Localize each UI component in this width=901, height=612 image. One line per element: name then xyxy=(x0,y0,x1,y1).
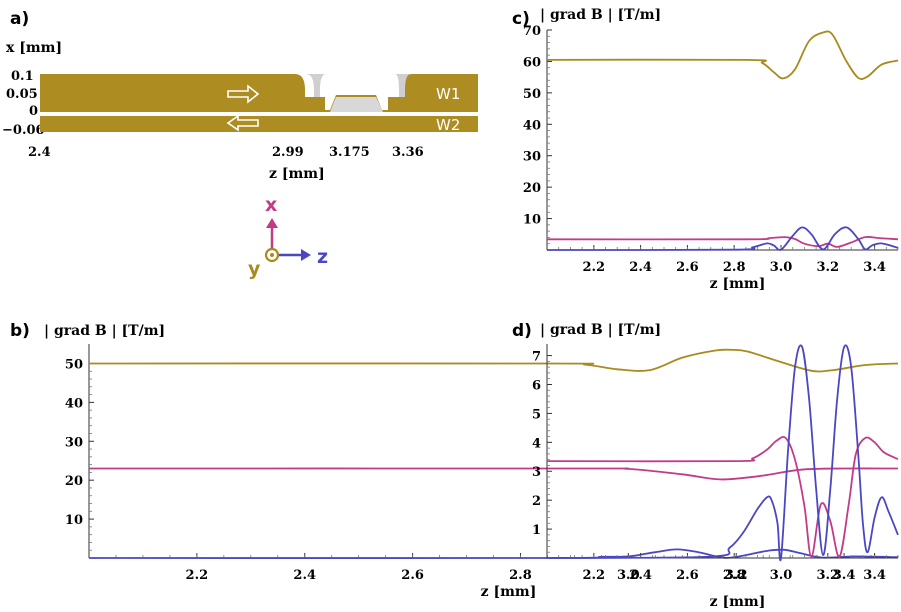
x-axis-label: z [mm] xyxy=(710,594,766,610)
panel-c-letter: c) xyxy=(512,9,530,29)
y-axis-label: y xyxy=(248,258,261,280)
series-line-0 xyxy=(546,435,899,558)
y-tick-label: 50 xyxy=(523,87,541,102)
series-line-1 xyxy=(546,236,899,248)
x-tick-label: 3.2 xyxy=(725,568,748,583)
x-tick-label: 3.2 xyxy=(816,568,839,583)
wire-gap xyxy=(40,113,478,116)
x-tick-label: 3.4 xyxy=(833,568,856,583)
y-tick-label: 70 xyxy=(523,24,541,39)
y-tick-label: 40 xyxy=(65,396,83,411)
x-tick-label: 2.2 xyxy=(186,568,209,583)
y-tick-label: 6 xyxy=(532,378,541,393)
x-tick-label: 2.2 xyxy=(582,568,605,583)
y-tick-label: 30 xyxy=(523,150,541,165)
schematic-xtick-2: 3.175 xyxy=(329,145,370,160)
wire-w1 xyxy=(40,74,478,112)
y-tick-label: 40 xyxy=(523,118,541,133)
schematic-xtick-1: 2.99 xyxy=(272,145,304,160)
x-tick-label: 2.8 xyxy=(723,260,746,275)
schematic-xtick-0: 2.4 xyxy=(28,145,51,160)
wire-w2 xyxy=(40,116,478,132)
x-tick-label: 3.0 xyxy=(770,568,793,583)
series-line-2 xyxy=(546,226,899,251)
y-axis-dot xyxy=(270,253,274,257)
x-tick-label: 3.4 xyxy=(863,260,886,275)
y-tick-label: 1 xyxy=(532,523,541,538)
panel-d-letter: d) xyxy=(512,321,532,341)
series-line-1 xyxy=(546,344,899,562)
y-tick-label: 4 xyxy=(532,436,541,451)
series-line-0 xyxy=(88,348,899,373)
schematic-ylabel: x [mm] xyxy=(6,40,62,56)
y-tick-label: 7 xyxy=(532,350,541,365)
z-axis-label: z xyxy=(317,246,328,268)
schematic-xlabel: z [mm] xyxy=(269,166,325,182)
y-tick-label: 5 xyxy=(532,407,541,422)
y-tick-label: 20 xyxy=(523,181,541,196)
schematic-ytick-1: 0.05 xyxy=(6,87,38,102)
x-tick-label: 2.8 xyxy=(723,568,746,583)
wire-w1-groove xyxy=(306,74,411,97)
x-tick-label: 2.4 xyxy=(629,260,652,275)
y-tick-label: 10 xyxy=(523,213,541,228)
y-tick-label: 30 xyxy=(65,435,83,450)
x-tick-label: 3.0 xyxy=(770,260,793,275)
panel-b-letter: b) xyxy=(10,321,30,341)
panel-d-ylabel: | grad B | [T/m] xyxy=(540,322,661,338)
x-tick-label: 2.6 xyxy=(676,260,699,275)
wire-notch xyxy=(330,97,383,112)
panel-c-ylabel: | grad B | [T/m] xyxy=(540,7,661,23)
x-tick-label: 2.4 xyxy=(629,568,652,583)
y-tick-label: 3 xyxy=(532,465,541,480)
x-tick-label: 3.0 xyxy=(617,568,640,583)
current-arrow-w2 xyxy=(226,114,259,132)
schematic-ytick-3: −0.06 xyxy=(2,123,45,138)
chart-panel-c: 10 20 30 40 50 60 70 2.2 2.4 2.6 2.8 3.0 3.2 3.4 z [mm… xyxy=(523,24,899,292)
schematic-xtick-3: 3.36 xyxy=(392,145,424,160)
panel-a: a) x [mm] 0.1 0.05 0 −0.06 W1 W2 2.4 2.9… xyxy=(2,9,478,280)
y-tick-label: 50 xyxy=(65,357,83,372)
y-tick-label: 2 xyxy=(532,494,541,509)
x-axis-label: x xyxy=(265,194,277,216)
y-tick-label: 60 xyxy=(523,55,541,70)
schematic-ytick-2: 0 xyxy=(29,104,38,119)
z-axis-arrowhead xyxy=(301,249,311,261)
x-axis-label: z [mm] xyxy=(481,584,537,600)
y-tick-label: 20 xyxy=(65,474,83,489)
x-axis-arrowhead xyxy=(266,218,278,228)
x-tick-label: 2.4 xyxy=(293,568,316,583)
panel-a-letter: a) xyxy=(10,9,29,29)
x-tick-label: 2.8 xyxy=(509,568,532,583)
wire-w2-label: W2 xyxy=(436,116,460,134)
x-tick-label: 2.2 xyxy=(582,260,605,275)
current-arrow-w1 xyxy=(227,84,260,104)
x-tick-label: 3.2 xyxy=(816,260,839,275)
panel-b-ylabel: | grad B | [T/m] xyxy=(44,323,165,339)
series-line-0 xyxy=(546,30,899,80)
x-axis-label: z [mm] xyxy=(710,276,766,292)
schematic-ytick-0: 0.1 xyxy=(11,69,34,84)
wire-w1-label: W1 xyxy=(436,85,460,103)
x-tick-label: 3.4 xyxy=(863,568,886,583)
coordinate-axes: x z y xyxy=(248,194,328,280)
x-tick-label: 2.6 xyxy=(401,568,424,583)
series-line-1 xyxy=(88,467,899,481)
x-tick-label: 2.6 xyxy=(676,568,699,583)
y-tick-label: 10 xyxy=(65,513,83,528)
